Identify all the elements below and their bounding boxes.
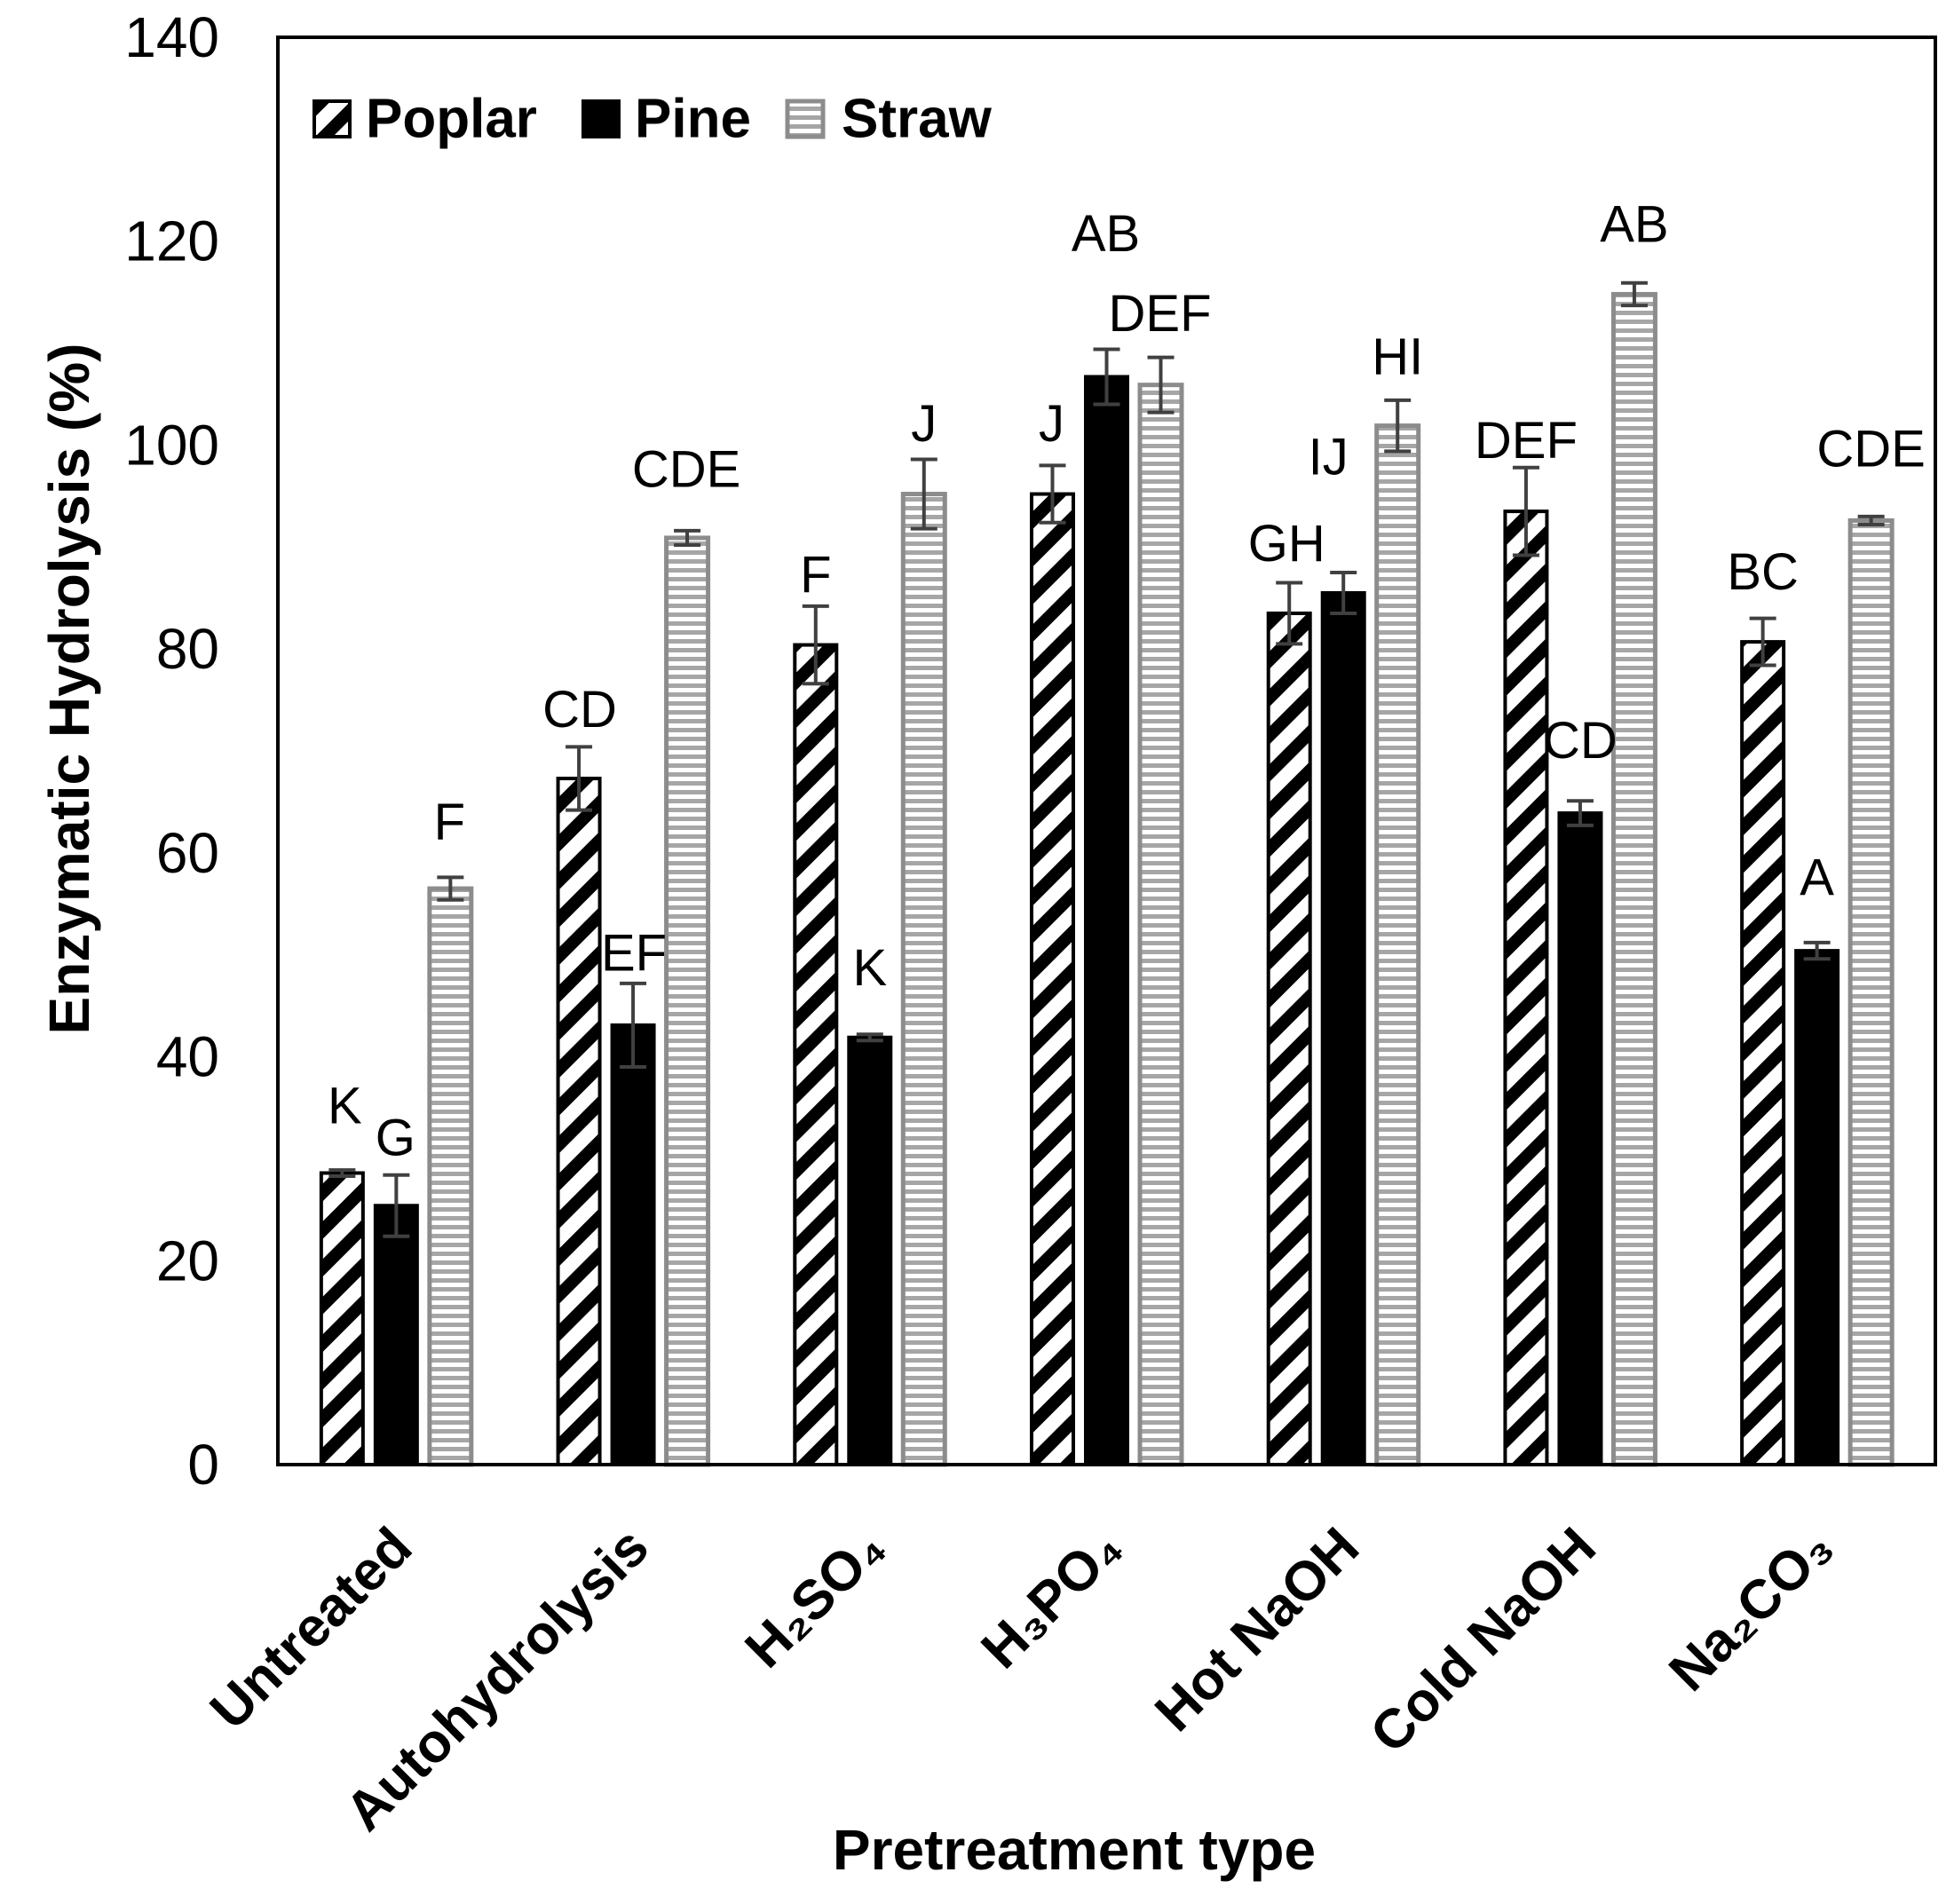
significance-letter-straw-hot-naoh: HI <box>1372 328 1423 385</box>
bar-straw-cold-naoh <box>1610 291 1657 1467</box>
bar-pine-h2so4 <box>847 1035 893 1466</box>
bar-pine-cold-naoh <box>1557 811 1603 1466</box>
y-tick-label-60: 60 <box>156 821 219 885</box>
bar-straw-na2co3 <box>1847 517 1895 1467</box>
y-tick-label-120: 120 <box>124 209 219 273</box>
legend-label-poplar: Poplar <box>366 89 537 150</box>
x-axis-title: Pretreatment type <box>833 1818 1316 1882</box>
y-tick-label-0: 0 <box>187 1433 219 1497</box>
bar-pine-h3po4 <box>1084 375 1129 1467</box>
plot-area-frame <box>276 36 1937 1466</box>
error-bar-poplar-h2so4 <box>802 604 829 686</box>
error-bar-straw-autohydrolysis <box>674 528 701 547</box>
significance-letter-straw-untreated: F <box>434 794 465 851</box>
significance-letter-poplar-untreated: K <box>328 1078 362 1135</box>
significance-letter-pine-hot-naoh: IJ <box>1309 429 1349 486</box>
significance-letter-pine-na2co3: A <box>1800 849 1834 906</box>
significance-letter-pine-h2so4: K <box>852 939 887 997</box>
error-bar-poplar-na2co3 <box>1749 616 1776 668</box>
significance-letter-straw-h2so4: J <box>911 395 937 453</box>
y-tick-label-20: 20 <box>156 1229 219 1292</box>
error-bar-pine-h2so4 <box>856 1032 883 1043</box>
y-tick-label-80: 80 <box>156 617 219 681</box>
error-bar-pine-cold-naoh <box>1566 799 1594 827</box>
error-bar-poplar-cold-naoh <box>1512 465 1539 557</box>
bar-poplar-untreated <box>319 1171 365 1466</box>
error-bar-straw-hot-naoh <box>1384 398 1412 454</box>
error-bar-pine-na2co3 <box>1803 940 1831 961</box>
error-bar-straw-h3po4 <box>1147 355 1175 415</box>
significance-letter-pine-cold-naoh: CD <box>1543 712 1618 770</box>
y-axis-tick-labels: 0 20 40 60 80 100 120 140 <box>124 5 219 1497</box>
legend-item-poplar: Poplar <box>312 89 537 150</box>
significance-letter-pine-autohydrolysis: EF <box>601 924 667 982</box>
bar-straw-hot-naoh <box>1374 423 1421 1467</box>
error-bar-pine-hot-naoh <box>1330 571 1357 615</box>
bar-poplar-h2so4 <box>793 643 839 1466</box>
bar-pine-autohydrolysis <box>610 1023 656 1466</box>
legend: Poplar Pine Straw <box>312 89 993 150</box>
error-bars <box>328 280 1885 1238</box>
bar-straw-h2so4 <box>900 492 947 1467</box>
legend-item-pine: Pine <box>581 89 751 150</box>
bar-pine-na2co3 <box>1794 949 1840 1466</box>
bar-poplar-na2co3 <box>1740 640 1786 1466</box>
error-bar-straw-h2so4 <box>910 457 937 531</box>
bars <box>319 291 1895 1467</box>
legend-swatch-poplar <box>312 99 352 138</box>
error-bar-pine-untreated <box>383 1173 410 1238</box>
significance-letter-poplar-h3po4: J <box>1039 395 1064 453</box>
error-bar-straw-untreated <box>437 875 464 902</box>
bar-straw-autohydrolysis <box>664 535 711 1467</box>
y-tick-label-40: 40 <box>156 1025 219 1089</box>
error-bar-poplar-untreated <box>328 1168 356 1178</box>
error-bar-straw-na2co3 <box>1857 514 1885 527</box>
legend-label-straw: Straw <box>842 89 993 150</box>
error-bar-pine-autohydrolysis <box>620 981 647 1070</box>
bar-poplar-cold-naoh <box>1503 510 1549 1466</box>
error-bar-poplar-h3po4 <box>1039 463 1066 525</box>
error-bar-poplar-autohydrolysis <box>566 745 593 812</box>
y-tick-label-100: 100 <box>124 413 219 477</box>
significance-letter-poplar-na2co3: BC <box>1727 543 1799 601</box>
error-bar-poplar-hot-naoh <box>1276 581 1303 646</box>
y-axis-title: Enzymatic Hydrolysis (%) <box>37 344 101 1035</box>
bar-poplar-h3po4 <box>1030 492 1075 1466</box>
legend-swatch-pine <box>581 99 621 138</box>
significance-letter-straw-h3po4: DEF <box>1109 285 1212 343</box>
bar-straw-untreated <box>427 886 474 1467</box>
significance-letter-pine-h3po4: AB <box>1072 205 1140 263</box>
significance-letter-straw-cold-naoh: AB <box>1600 195 1668 253</box>
bar-poplar-autohydrolysis <box>556 777 602 1466</box>
error-bar-pine-h3po4 <box>1093 347 1120 407</box>
y-tick-label-140: 140 <box>124 5 219 69</box>
error-bar-straw-cold-naoh <box>1620 280 1648 308</box>
legend-item-straw: Straw <box>785 89 993 150</box>
significance-letter-poplar-h2so4: F <box>800 546 831 604</box>
legend-swatch-straw <box>785 99 826 139</box>
significance-letter-poplar-autohydrolysis: CD <box>542 681 617 739</box>
significance-letter-poplar-hot-naoh: GH <box>1248 515 1325 573</box>
significance-letter-poplar-cold-naoh: DEF <box>1475 412 1578 470</box>
significance-letter-straw-autohydrolysis: CDE <box>632 440 740 498</box>
significance-letter-straw-na2co3: CDE <box>1816 420 1925 478</box>
bar-pine-untreated <box>373 1204 419 1466</box>
significance-letter-pine-untreated: G <box>376 1109 415 1166</box>
bar-poplar-hot-naoh <box>1266 611 1312 1466</box>
bar-pine-hot-naoh <box>1320 590 1366 1466</box>
legend-label-pine: Pine <box>635 89 751 150</box>
bar-straw-h3po4 <box>1137 383 1184 1467</box>
